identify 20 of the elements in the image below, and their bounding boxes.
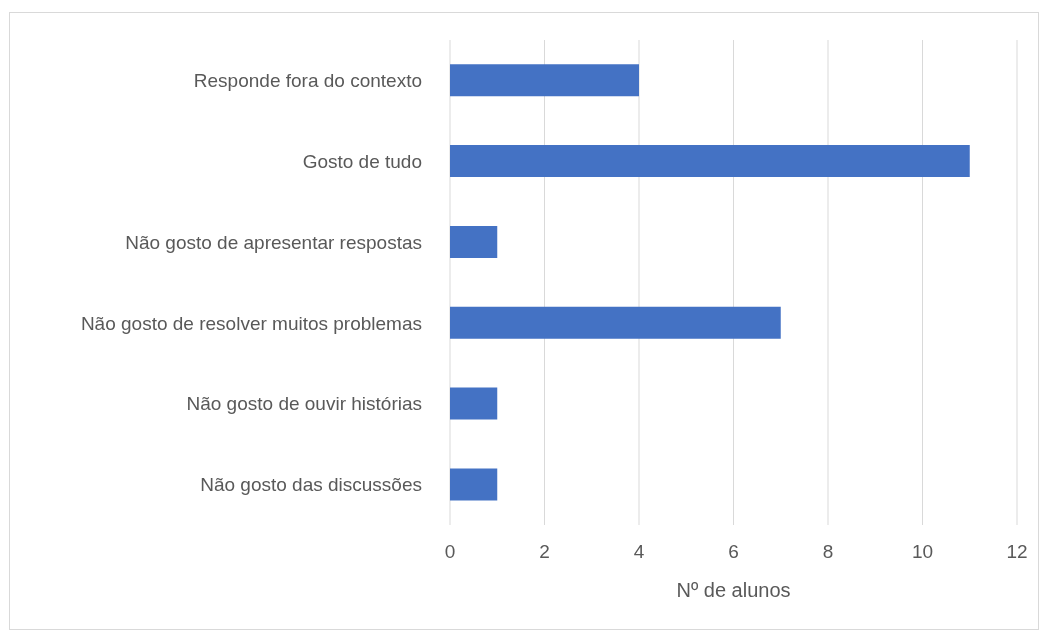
y-tick-label: Não gosto de ouvir histórias	[186, 393, 422, 415]
y-tick-label: Gosto de tudo	[302, 150, 422, 172]
bar	[450, 468, 498, 501]
x-tick-label: 6	[728, 541, 739, 563]
bar	[450, 387, 498, 420]
y-tick-label: Não gosto de apresentar respostas	[125, 231, 422, 253]
bar	[450, 306, 781, 339]
bar	[450, 145, 970, 178]
x-tick-label: 8	[822, 541, 834, 563]
x-tick-label: 0	[444, 541, 456, 563]
x-tick-label: 2	[539, 541, 550, 563]
y-tick-label: Não gosto de resolver muitos problemas	[80, 312, 422, 334]
y-tick-label: Não gosto das discussões	[200, 474, 422, 496]
x-tick-label: 10	[911, 541, 934, 563]
x-axis-title: Nº de alunos	[676, 579, 791, 601]
x-tick-label: 12	[1006, 541, 1028, 563]
y-tick-label: Responde fora do contexto	[193, 70, 422, 92]
x-tick-label: 4	[633, 541, 645, 563]
bar	[450, 64, 639, 97]
bar	[450, 225, 498, 258]
